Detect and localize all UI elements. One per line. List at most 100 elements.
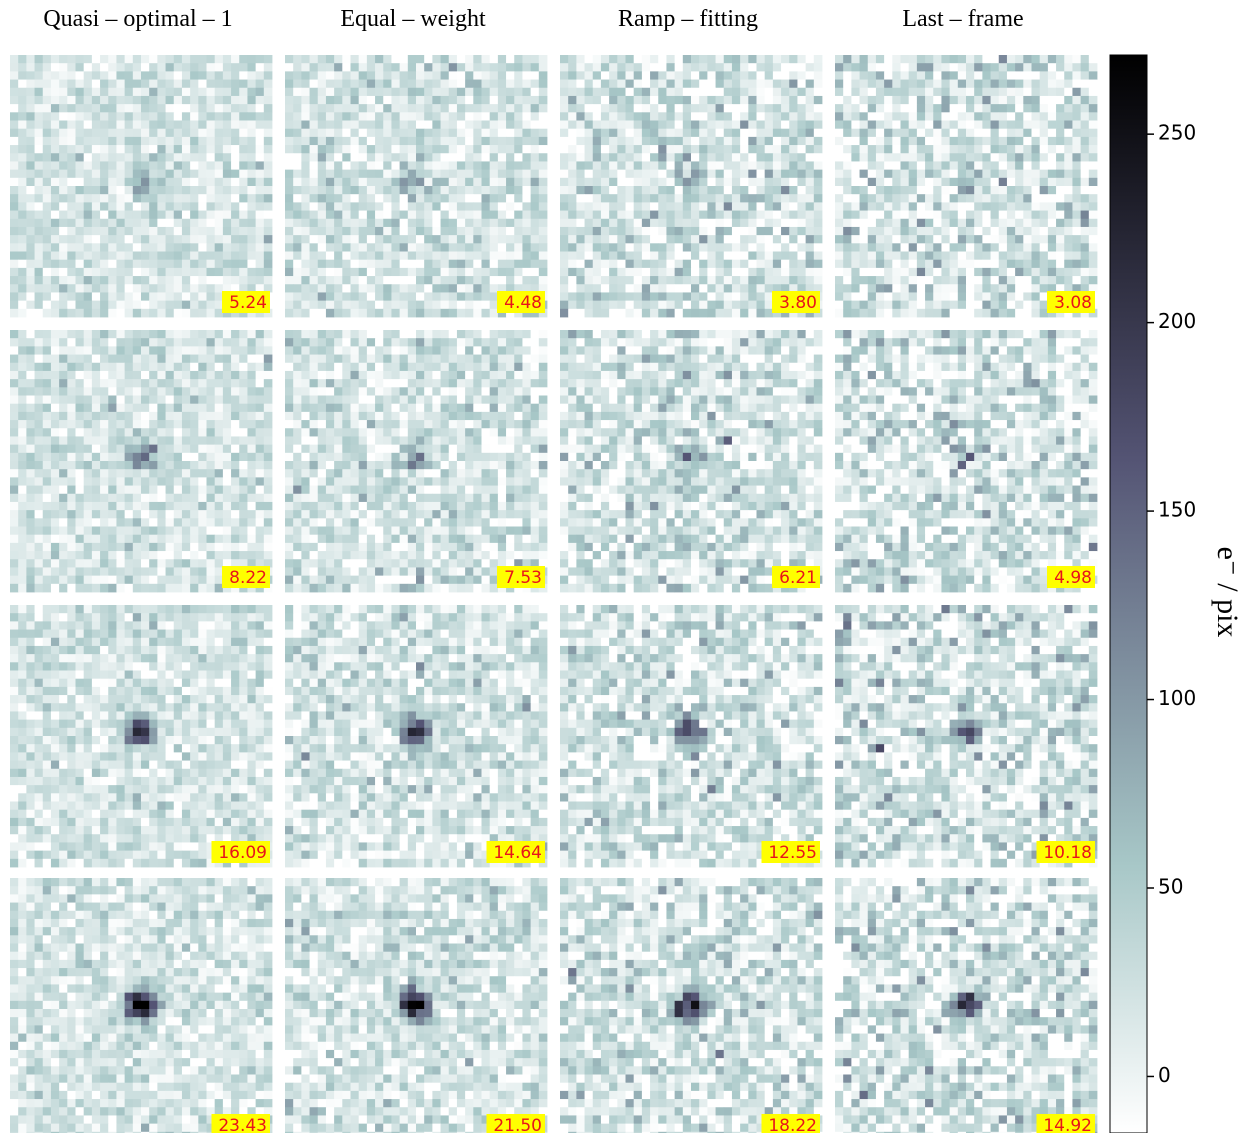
pixel: [198, 461, 207, 470]
pixel: [716, 243, 725, 252]
pixel: [991, 145, 1000, 154]
pixel: [658, 243, 667, 252]
pixel: [1089, 121, 1098, 130]
pixel: [1056, 260, 1065, 269]
pixel: [843, 235, 852, 244]
pixel: [950, 309, 959, 318]
pixel: [683, 170, 692, 179]
pixel: [1072, 137, 1081, 146]
pixel: [43, 535, 52, 544]
pixel: [490, 292, 499, 301]
pixel: [351, 145, 360, 154]
pixel: [473, 252, 482, 261]
pixel: [851, 137, 860, 146]
pixel: [724, 80, 733, 89]
pixel: [806, 161, 815, 170]
pixel: [683, 194, 692, 203]
pixel: [814, 186, 823, 195]
pixel: [884, 104, 893, 113]
pixel: [675, 96, 684, 105]
pixel: [342, 63, 351, 72]
pixel: [133, 178, 142, 187]
pixel: [133, 436, 142, 445]
pixel: [884, 129, 893, 138]
pixel: [650, 276, 659, 285]
pixel: [198, 55, 207, 64]
pixel: [116, 112, 125, 121]
pixel: [174, 355, 183, 364]
pixel: [239, 436, 248, 445]
pixel: [740, 186, 749, 195]
pixel: [43, 412, 52, 421]
pixel: [108, 276, 117, 285]
pixel: [666, 235, 675, 244]
column-title: Last – frame: [902, 6, 1023, 32]
pixel: [974, 63, 983, 72]
pixel: [351, 202, 360, 211]
pixel: [806, 186, 815, 195]
pixel: [609, 161, 618, 170]
pixel: [432, 153, 441, 162]
pixel: [958, 153, 967, 162]
pixel: [514, 227, 523, 236]
pixel: [642, 219, 651, 228]
pixel: [950, 55, 959, 64]
pixel: [740, 96, 749, 105]
pixel: [207, 63, 216, 72]
pixel: [1089, 80, 1098, 89]
pixel: [84, 301, 93, 310]
pixel: [933, 202, 942, 211]
pixel: [157, 268, 166, 277]
pixel: [351, 276, 360, 285]
pixel: [92, 486, 101, 495]
pixel: [593, 301, 602, 310]
pixel: [593, 153, 602, 162]
pixel: [1081, 186, 1090, 195]
pixel: [441, 260, 450, 269]
pixel: [966, 276, 975, 285]
pixel: [991, 63, 1000, 72]
pixel: [991, 276, 1000, 285]
pixel: [568, 178, 577, 187]
pixel: [1072, 194, 1081, 203]
pixel: [18, 404, 27, 413]
pixel: [190, 396, 199, 405]
pixel: [10, 145, 19, 154]
pixel: [585, 235, 594, 244]
pixel: [100, 371, 109, 380]
pixel: [675, 276, 684, 285]
pixel: [84, 412, 93, 421]
pixel: [231, 486, 240, 495]
pixel: [59, 510, 68, 519]
pixel: [35, 543, 44, 552]
pixel: [991, 170, 1000, 179]
pixel: [601, 153, 610, 162]
pixel: [626, 227, 635, 236]
pixel: [141, 227, 150, 236]
pixel: [239, 260, 248, 269]
pixel: [342, 161, 351, 170]
pixel: [35, 445, 44, 454]
pixel: [1040, 121, 1049, 130]
pixel: [375, 170, 384, 179]
pixel: [1040, 145, 1049, 154]
pixel: [593, 276, 602, 285]
pixel: [310, 186, 319, 195]
pixel: [51, 284, 60, 293]
pixel: [207, 309, 216, 318]
pixel: [215, 88, 224, 97]
pixel: [59, 551, 68, 560]
pixel: [650, 301, 659, 310]
pixel: [835, 227, 844, 236]
pixel: [26, 129, 35, 138]
pixel: [76, 309, 85, 318]
pixel: [190, 371, 199, 380]
pixel: [982, 202, 991, 211]
pixel: [868, 88, 877, 97]
pixel: [748, 252, 757, 261]
pixel: [860, 153, 869, 162]
pixel: [765, 227, 774, 236]
pixel: [318, 121, 327, 130]
pixel: [43, 104, 52, 113]
pixel: [67, 420, 76, 429]
